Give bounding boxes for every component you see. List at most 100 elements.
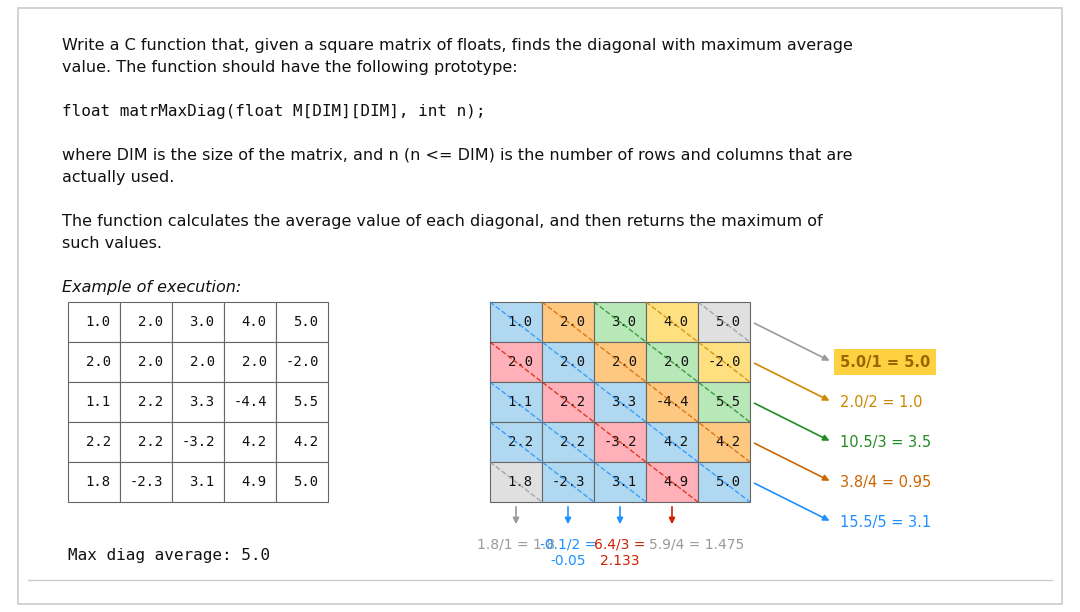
Bar [120,342,172,382]
Bar [646,462,698,502]
Text: where DIM is the size of the matrix, and n (n <= DIM) is the number of rows and : where DIM is the size of the matrix, and… [62,148,852,163]
Bar [172,422,224,462]
Bar [172,382,224,422]
Bar [68,302,120,342]
Text: -0.05: -0.05 [550,554,585,568]
Bar [68,462,120,502]
Text: value. The function should have the following prototype:: value. The function should have the foll… [62,60,517,75]
Text: 1.1: 1.1 [508,395,532,409]
Bar [276,462,328,502]
Bar [172,342,224,382]
Text: 2.0: 2.0 [611,355,636,369]
Text: 2.0: 2.0 [663,355,689,369]
Bar [542,302,594,342]
Text: Example of execution:: Example of execution: [62,280,241,295]
Bar [224,302,276,342]
Bar [490,382,542,422]
Text: 2.0: 2.0 [85,355,110,369]
Text: 3.8/4 = 0.95: 3.8/4 = 0.95 [840,474,931,490]
Bar [68,342,120,382]
Bar [542,462,594,502]
Bar [224,462,276,502]
Text: 4.9: 4.9 [663,475,689,489]
Text: 5.9/4 = 1.475: 5.9/4 = 1.475 [649,537,744,551]
Bar [120,382,172,422]
Bar [120,422,172,462]
Text: 5.0: 5.0 [716,315,741,329]
Text: 2.2: 2.2 [559,395,584,409]
Text: 3.3: 3.3 [611,395,636,409]
Bar [490,342,542,382]
Text: 4.0: 4.0 [242,315,267,329]
Text: 4.0: 4.0 [663,315,689,329]
Bar [120,462,172,502]
Bar [68,422,120,462]
Text: 2.0/2 = 1.0: 2.0/2 = 1.0 [840,395,922,409]
Text: Max diag average: 5.0: Max diag average: 5.0 [68,548,270,563]
Bar [542,342,594,382]
Text: -2.3: -2.3 [130,475,163,489]
Bar [68,382,120,422]
Bar [276,382,328,422]
Text: 5.0: 5.0 [294,315,319,329]
Bar [224,342,276,382]
Text: -2.0: -2.0 [707,355,741,369]
Text: 1.0: 1.0 [85,315,110,329]
Text: 4.2: 4.2 [663,435,689,449]
Text: 3.3: 3.3 [189,395,215,409]
Bar [542,422,594,462]
Bar [276,302,328,342]
Text: -2.3: -2.3 [551,475,584,489]
Text: 2.0: 2.0 [137,355,163,369]
Bar [698,302,750,342]
Text: 1.1: 1.1 [85,395,110,409]
Bar [646,382,698,422]
Text: 4.2: 4.2 [294,435,319,449]
Text: 3.0: 3.0 [189,315,215,329]
Text: 2.133: 2.133 [600,554,639,568]
Bar [542,382,594,422]
Bar [646,342,698,382]
Text: -4.4: -4.4 [656,395,689,409]
Bar [698,382,750,422]
Bar [646,302,698,342]
Text: 3.1: 3.1 [189,475,215,489]
Bar [594,422,646,462]
Bar [594,382,646,422]
Bar [120,302,172,342]
Text: 3.1: 3.1 [611,475,636,489]
Text: 1.8: 1.8 [508,475,532,489]
Text: The function calculates the average value of each diagonal, and then returns the: The function calculates the average valu… [62,214,823,229]
Text: actually used.: actually used. [62,170,174,185]
Bar [276,342,328,382]
Bar [698,422,750,462]
Text: -3.2: -3.2 [603,435,636,449]
Text: 6.4/3 =: 6.4/3 = [594,537,646,551]
Bar [276,422,328,462]
Text: 5.0: 5.0 [294,475,319,489]
Text: float matrMaxDiag(float M[DIM][DIM], int n);: float matrMaxDiag(float M[DIM][DIM], int… [62,104,486,119]
Text: 2.0: 2.0 [189,355,215,369]
Text: 15.5/5 = 3.1: 15.5/5 = 3.1 [840,515,931,529]
Text: -4.4: -4.4 [233,395,267,409]
Text: 5.0/1 = 5.0: 5.0/1 = 5.0 [840,354,930,370]
Text: 5.0: 5.0 [716,475,741,489]
Text: -2.0: -2.0 [285,355,319,369]
Text: 2.2: 2.2 [508,435,532,449]
Text: 2.0: 2.0 [559,315,584,329]
Bar [172,302,224,342]
Bar [490,462,542,502]
Text: 4.9: 4.9 [242,475,267,489]
Bar [490,422,542,462]
Text: 2.0: 2.0 [137,315,163,329]
Text: 2.2: 2.2 [85,435,110,449]
Text: -0.1/2 =: -0.1/2 = [540,537,596,551]
Text: 1.8: 1.8 [85,475,110,489]
Text: 2.0: 2.0 [242,355,267,369]
Bar [594,342,646,382]
Text: 2.2: 2.2 [137,395,163,409]
Text: 10.5/3 = 3.5: 10.5/3 = 3.5 [840,435,931,449]
Text: 2.2: 2.2 [137,435,163,449]
Text: 4.2: 4.2 [242,435,267,449]
Text: 5.5: 5.5 [294,395,319,409]
